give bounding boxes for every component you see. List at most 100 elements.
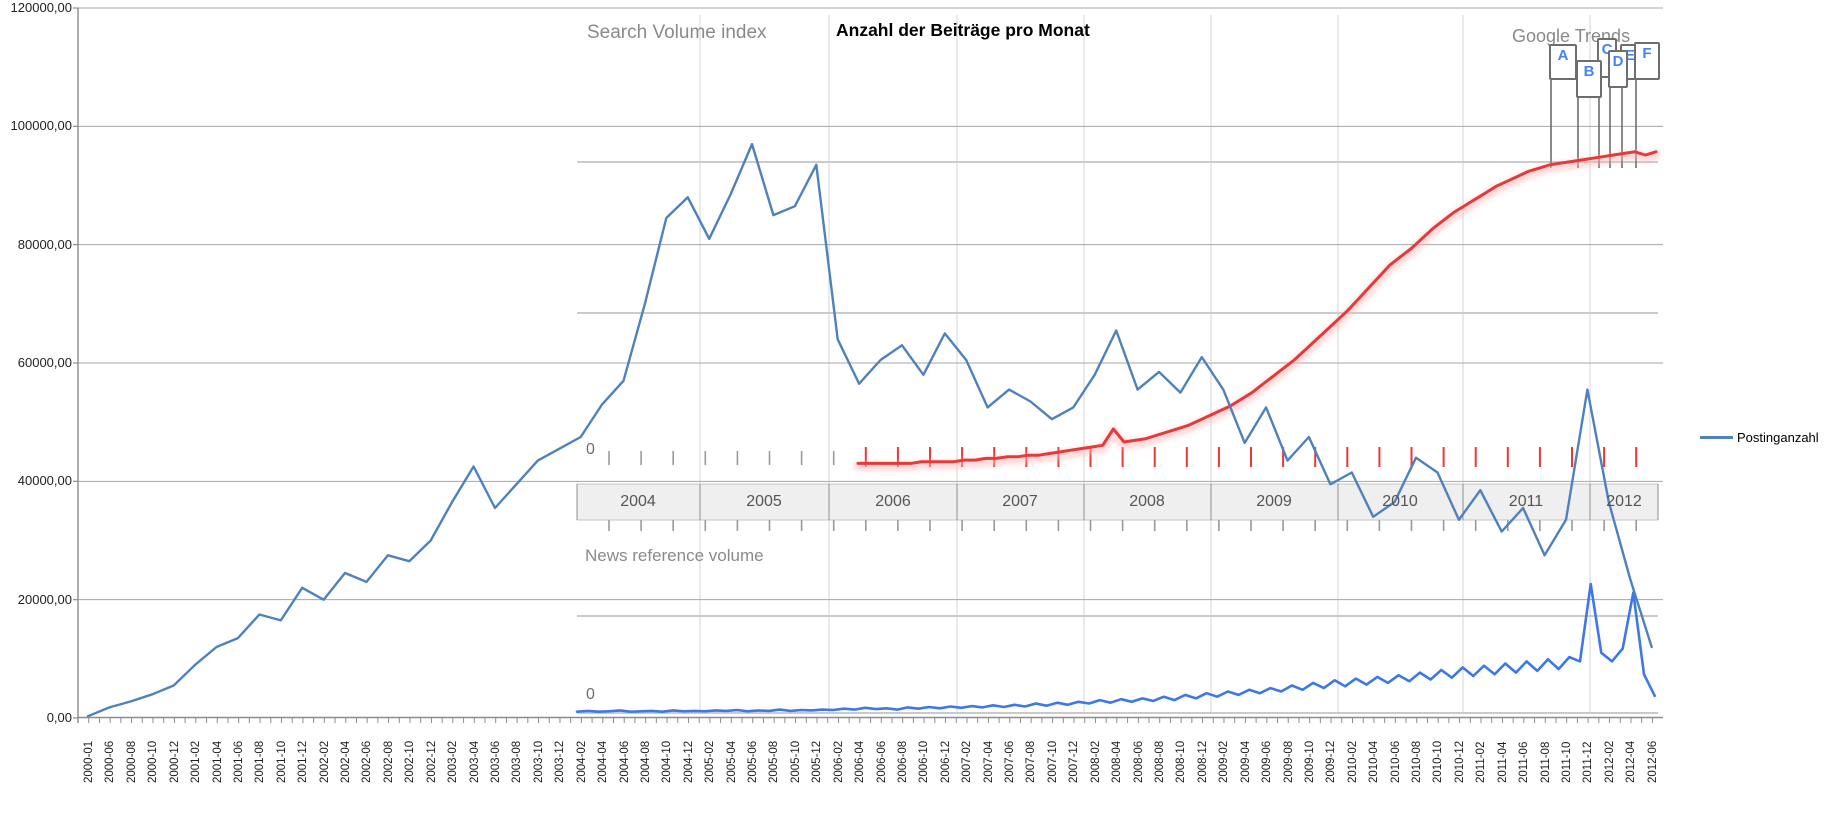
excel-x-axis-label: 2005-06 xyxy=(747,740,760,783)
excel-x-axis-label: 2004-06 xyxy=(618,740,631,783)
excel-x-axis-label: 2008-06 xyxy=(1132,740,1145,783)
news-volume-line xyxy=(575,582,1656,713)
excel-y-axis-label: 20000,00 xyxy=(17,591,72,607)
excel-y-axis-label: 60000,00 xyxy=(17,355,72,370)
excel-x-axis-label: 2004-04 xyxy=(597,740,610,783)
excel-y-axis-label: 100000,00 xyxy=(10,118,72,134)
excel-x-axis-label: 2007-08 xyxy=(1025,740,1038,783)
excel-x-axis-label: 2008-04 xyxy=(1111,740,1124,783)
excel-x-axis-label: 2007-06 xyxy=(1004,740,1017,783)
trends-year-label: 2006 xyxy=(875,493,911,510)
excel-x-axis-label: 2000-12 xyxy=(168,740,181,783)
trends-search-section-title: Search Volume index xyxy=(587,22,767,43)
trends-year-label: 2012 xyxy=(1606,493,1642,510)
search-volume-line-glow xyxy=(853,150,1661,471)
excel-x-axis-label: 2000-10 xyxy=(147,740,160,783)
excel-x-axis-label: 2012-06 xyxy=(1646,740,1659,783)
trends-news-axis-zero-label: 0 xyxy=(586,686,595,703)
excel-x-axis-label: 2012-02 xyxy=(1603,740,1616,783)
excel-x-axis-label: 2009-06 xyxy=(1261,740,1274,783)
excel-x-axis-label: 2011-08 xyxy=(1539,741,1552,783)
excel-y-axis-label: 40000,00 xyxy=(17,473,72,489)
trends-search-axis-zero-label: 0 xyxy=(586,441,595,458)
excel-chart-title: Anzahl der Beiträge pro Monat xyxy=(836,20,1090,40)
excel-x-axis-label: 2006-12 xyxy=(939,740,952,783)
excel-x-axis-label: 2008-10 xyxy=(1175,740,1188,783)
excel-x-axis-label: 2011-10 xyxy=(1560,741,1573,783)
trends-flag-marker-a[interactable]: A xyxy=(1549,44,1577,80)
trends-flag-letter: A xyxy=(1557,47,1569,64)
trends-year-label: 2007 xyxy=(1002,493,1038,510)
excel-x-axis-label: 2004-08 xyxy=(639,740,652,783)
legend-series-label: Postinganzahl xyxy=(1737,430,1819,445)
excel-x-axis-label: 2003-08 xyxy=(511,740,524,783)
excel-x-axis-label: 2007-10 xyxy=(1046,740,1059,783)
excel-x-axis-label: 2001-08 xyxy=(254,740,267,783)
trends-year-label: 2011 xyxy=(1508,493,1544,510)
trends-year-label: 2009 xyxy=(1256,493,1292,510)
excel-x-axis-label: 2008-02 xyxy=(1089,740,1102,783)
excel-x-axis-label: 2009-04 xyxy=(1239,740,1252,783)
excel-x-axis-label: 2005-10 xyxy=(789,740,802,783)
excel-y-axis-label: 80000,00 xyxy=(17,236,72,252)
excel-x-axis-label: 2011-02 xyxy=(1475,741,1488,783)
trends-flag-marker-b[interactable]: B xyxy=(1576,60,1602,98)
trends-flag-letter: E xyxy=(1624,47,1635,64)
excel-x-axis-label: 2010-08 xyxy=(1411,740,1424,783)
excel-x-axis-label: 2002-04 xyxy=(340,740,353,783)
trends-flag-marker-f[interactable]: F xyxy=(1634,42,1660,80)
excel-x-axis-label: 2011-04 xyxy=(1496,741,1509,783)
trends-year-label: 2004 xyxy=(620,493,656,510)
excel-x-axis-label: 2010-12 xyxy=(1453,740,1466,783)
excel-x-axis-label: 2008-08 xyxy=(1154,740,1166,783)
excel-x-axis-label: 2002-02 xyxy=(318,740,331,783)
excel-x-axis-label: 2005-04 xyxy=(725,740,738,783)
search-volume-line xyxy=(856,150,1658,465)
excel-x-axis-label: 2011-06 xyxy=(1518,741,1531,783)
excel-x-axis-label: 2007-04 xyxy=(982,740,995,783)
excel-x-axis-label: 2009-12 xyxy=(1325,740,1338,783)
excel-x-axis-label: 2004-12 xyxy=(682,740,695,783)
excel-x-axis-label: 2005-02 xyxy=(704,740,717,783)
excel-y-axis-label: 120000,00 xyxy=(10,0,72,15)
excel-x-axis-label: 2001-10 xyxy=(275,740,288,783)
excel-x-axis-label: 2010-02 xyxy=(1346,740,1359,783)
excel-x-axis-label: 2001-12 xyxy=(297,740,310,783)
excel-x-axis-label: 2009-10 xyxy=(1303,740,1316,783)
excel-x-axis-label: 2003-02 xyxy=(447,740,460,783)
trends-flag-marker-d[interactable]: D xyxy=(1608,50,1628,88)
trends-year-label: 2008 xyxy=(1129,493,1165,510)
excel-x-axis-label: 2000-06 xyxy=(104,740,117,783)
trends-year-label: 2005 xyxy=(746,493,782,510)
legend-line-swatch xyxy=(1700,436,1733,439)
excel-x-axis-label: 2004-02 xyxy=(575,740,588,783)
excel-x-axis-label: 2003-04 xyxy=(468,740,481,783)
excel-x-axis-label: 2005-12 xyxy=(811,740,824,783)
trends-flag-letter: F xyxy=(1642,45,1652,62)
excel-x-axis-label: 2009-02 xyxy=(1218,740,1231,783)
excel-x-axis-label: 2012-04 xyxy=(1625,740,1638,783)
excel-x-axis-label: 2007-02 xyxy=(961,740,974,783)
trends-year-band xyxy=(577,484,1658,520)
excel-x-axis-label: 2006-02 xyxy=(832,740,845,783)
excel-x-axis-label: 2010-04 xyxy=(1368,740,1381,783)
trends-flag-letter: B xyxy=(1583,63,1595,80)
excel-x-axis-label: 2002-12 xyxy=(425,740,438,783)
excel-x-axis-label: 2007-12 xyxy=(1068,740,1081,783)
excel-x-axis-label: 2000-08 xyxy=(125,740,138,783)
excel-x-axis-label: 2002-06 xyxy=(361,740,374,783)
excel-x-axis-label: 2010-10 xyxy=(1432,740,1445,783)
excel-x-axis-label: 2006-08 xyxy=(896,740,909,783)
trends-flag-letter: D xyxy=(1612,53,1624,70)
excel-x-axis-label: 2003-06 xyxy=(489,740,502,783)
trends-year-label: 2010 xyxy=(1382,493,1418,510)
excel-x-axis-label: 2006-06 xyxy=(875,740,888,783)
excel-x-axis-label: 2002-08 xyxy=(382,740,395,783)
excel-x-axis-label: 2001-04 xyxy=(211,740,224,783)
excel-y-axis-label: 0,00 xyxy=(46,710,72,725)
trends-flag-letter: C xyxy=(1601,41,1613,58)
excel-x-axis-label: 2006-04 xyxy=(854,740,867,783)
trends-news-section-title: News reference volume xyxy=(585,546,764,565)
